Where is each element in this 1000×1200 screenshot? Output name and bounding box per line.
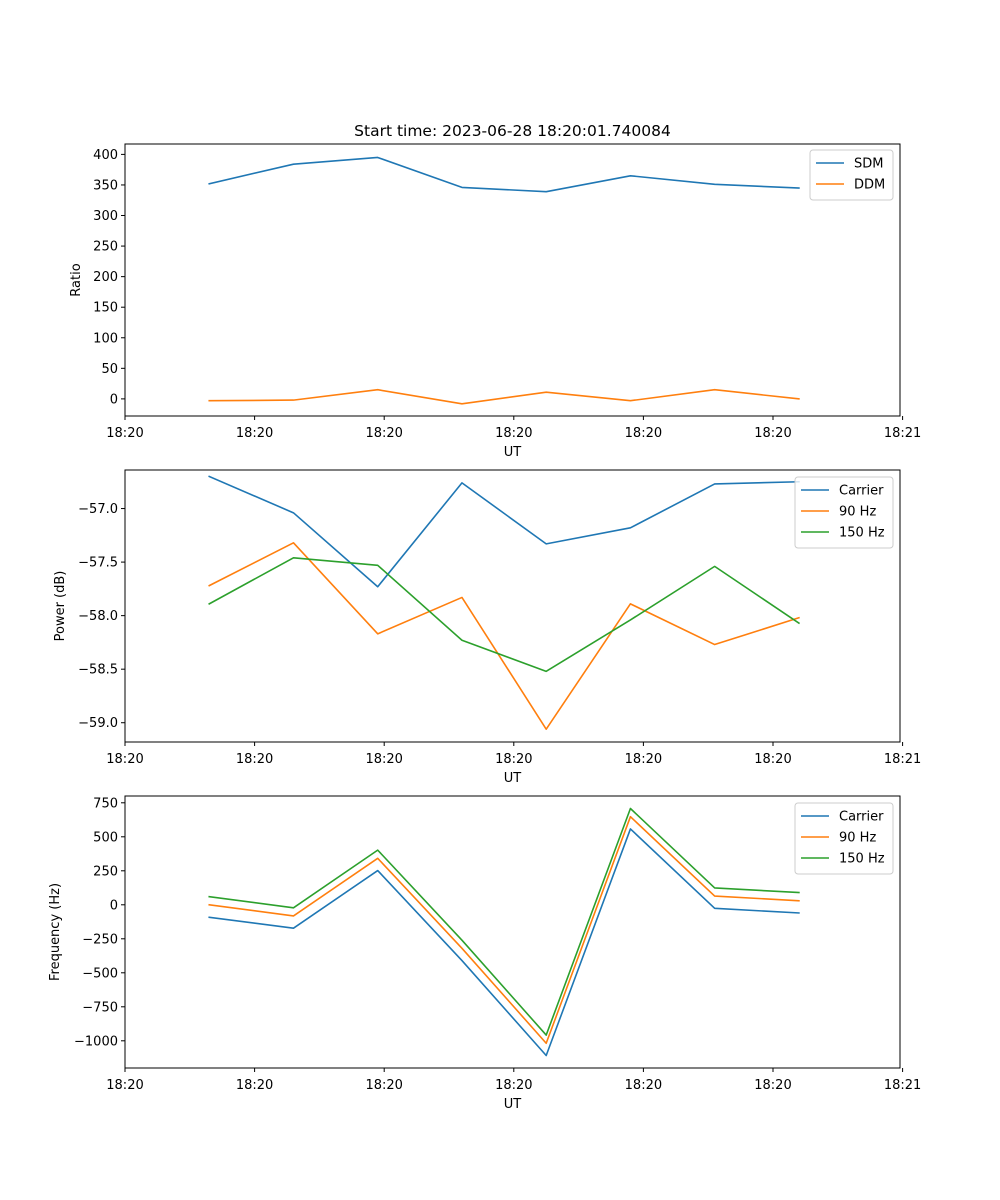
ratio-series-line-sdm xyxy=(208,156,800,193)
power-y-axis-label: Power (dB) xyxy=(53,571,68,642)
frequency-legend: Carrier 90 Hz 150 Hz xyxy=(794,802,894,875)
ratio-x-axis-label: UT xyxy=(504,445,522,460)
frequency-y-tick-label: −1000 xyxy=(74,1034,118,1049)
frequency-y-tick-label: −500 xyxy=(82,966,118,981)
power-x-tick-label: 18:20 xyxy=(625,752,662,767)
power-legend: Carrier 90 Hz 150 Hz xyxy=(794,476,894,549)
ratio-y-tick-label: 50 xyxy=(101,362,118,377)
ratio-y-tick-label: 400 xyxy=(93,148,118,163)
ratio-y-tick-label: 200 xyxy=(93,270,118,285)
frequency-series xyxy=(208,807,800,1057)
ratio-x-tick-label: 18:20 xyxy=(495,426,532,441)
power-x-tick-label: 18:20 xyxy=(495,752,532,767)
frequency-x-tick-label: 18:20 xyxy=(365,1078,402,1093)
ratio-ticks: 18:20 18:20 18:20 18:20 18:20 18:20 18:21 0 50 10… xyxy=(93,148,921,441)
frequency-legend-box xyxy=(794,802,894,875)
ratio-panel: Start time: 2023-06-28 18:20:01.740084 1… xyxy=(69,122,921,460)
frequency-y-tick-label: 250 xyxy=(93,864,118,879)
power-series xyxy=(208,475,801,730)
frequency-y-tick-label: 0 xyxy=(110,898,118,913)
power-series-line-carrier xyxy=(208,475,800,588)
ratio-x-tick-label: 18:20 xyxy=(625,426,662,441)
power-legend-box xyxy=(794,476,894,549)
frequency-x-tick-label: 18:21 xyxy=(884,1078,921,1093)
chart-title: Start time: 2023-06-28 18:20:01.740084 xyxy=(354,122,671,140)
power-x-tick-label: 18:20 xyxy=(106,752,143,767)
ratio-x-tick-label: 18:20 xyxy=(365,426,402,441)
frequency-x-tick-label: 18:20 xyxy=(625,1078,662,1093)
frequency-series-line-carrier xyxy=(208,828,800,1057)
ratio-y-tick-label: 350 xyxy=(93,178,118,193)
frequency-y-tick-label: 750 xyxy=(93,796,118,811)
ratio-axes-frame xyxy=(124,143,901,417)
frequency-legend-label-150-hz: 150 Hz xyxy=(839,852,885,867)
frequency-y-tick-label: −750 xyxy=(82,1000,118,1015)
frequency-x-axis-label: UT xyxy=(504,1097,522,1112)
frequency-x-tick-label: 18:20 xyxy=(495,1078,532,1093)
ratio-series-line-ddm xyxy=(208,388,800,405)
ratio-legend-label-ddm: DDM xyxy=(854,178,885,193)
frequency-x-tick-label: 18:20 xyxy=(106,1078,143,1093)
ratio-x-tick-label: 18:21 xyxy=(884,426,921,441)
power-x-axis-label: UT xyxy=(504,771,522,786)
power-legend-label-carrier: Carrier xyxy=(839,484,884,499)
power-x-tick-label: 18:21 xyxy=(884,752,921,767)
ratio-y-tick-label: 0 xyxy=(110,392,118,407)
power-y-tick-label: −57.5 xyxy=(78,556,118,571)
ratio-y-tick-label: 250 xyxy=(93,240,118,255)
power-axes-frame xyxy=(124,469,901,743)
power-y-tick-label: −58.0 xyxy=(78,609,118,624)
frequency-panel: 18:20 18:20 18:20 18:20 18:20 18:20 18:21 −1000… xyxy=(48,795,921,1112)
ratio-y-axis-label: Ratio xyxy=(69,263,84,296)
power-ticks: 18:20 18:20 18:20 18:20 18:20 18:20 18:21 −59.0… xyxy=(78,502,921,767)
ratio-x-tick-label: 18:20 xyxy=(106,426,143,441)
frequency-axes-frame xyxy=(124,795,901,1069)
frequency-x-tick-label: 18:20 xyxy=(754,1078,791,1093)
frequency-x-tick-label: 18:20 xyxy=(236,1078,273,1093)
power-x-tick-label: 18:20 xyxy=(236,752,273,767)
frequency-ticks: 18:20 18:20 18:20 18:20 18:20 18:20 18:21 −1000… xyxy=(74,796,921,1093)
power-series-line-150-hz xyxy=(208,557,801,673)
ratio-y-tick-label: 150 xyxy=(93,301,118,316)
power-x-tick-label: 18:20 xyxy=(754,752,791,767)
ratio-x-tick-label: 18:20 xyxy=(236,426,273,441)
power-panel: 18:20 18:20 18:20 18:20 18:20 18:20 18:21 −59.0… xyxy=(53,469,921,786)
power-x-tick-label: 18:20 xyxy=(365,752,402,767)
frequency-legend-label-90-hz: 90 Hz xyxy=(839,831,876,846)
power-y-tick-label: −57.0 xyxy=(78,502,118,517)
ratio-legend-label-sdm: SDM xyxy=(854,157,883,172)
power-legend-label-150-hz: 150 Hz xyxy=(839,526,885,541)
frequency-legend-label-carrier: Carrier xyxy=(839,810,884,825)
ratio-x-tick-label: 18:20 xyxy=(754,426,791,441)
frequency-series-line-150-hz xyxy=(208,807,800,1036)
frequency-series-line-90-hz xyxy=(208,815,800,1045)
power-y-tick-label: −58.5 xyxy=(78,663,118,678)
power-legend-label-90-hz: 90 Hz xyxy=(839,505,876,520)
ratio-y-tick-label: 300 xyxy=(93,209,118,224)
frequency-y-tick-label: 500 xyxy=(93,830,118,845)
frequency-y-axis-label: Frequency (Hz) xyxy=(48,883,63,981)
ratio-y-tick-label: 100 xyxy=(93,331,118,346)
frequency-y-tick-label: −250 xyxy=(82,932,118,947)
ratio-legend: SDM DDM xyxy=(809,149,894,201)
power-series-line-90-hz xyxy=(208,542,800,730)
ratio-series xyxy=(208,156,800,405)
power-y-tick-label: −59.0 xyxy=(78,716,118,731)
